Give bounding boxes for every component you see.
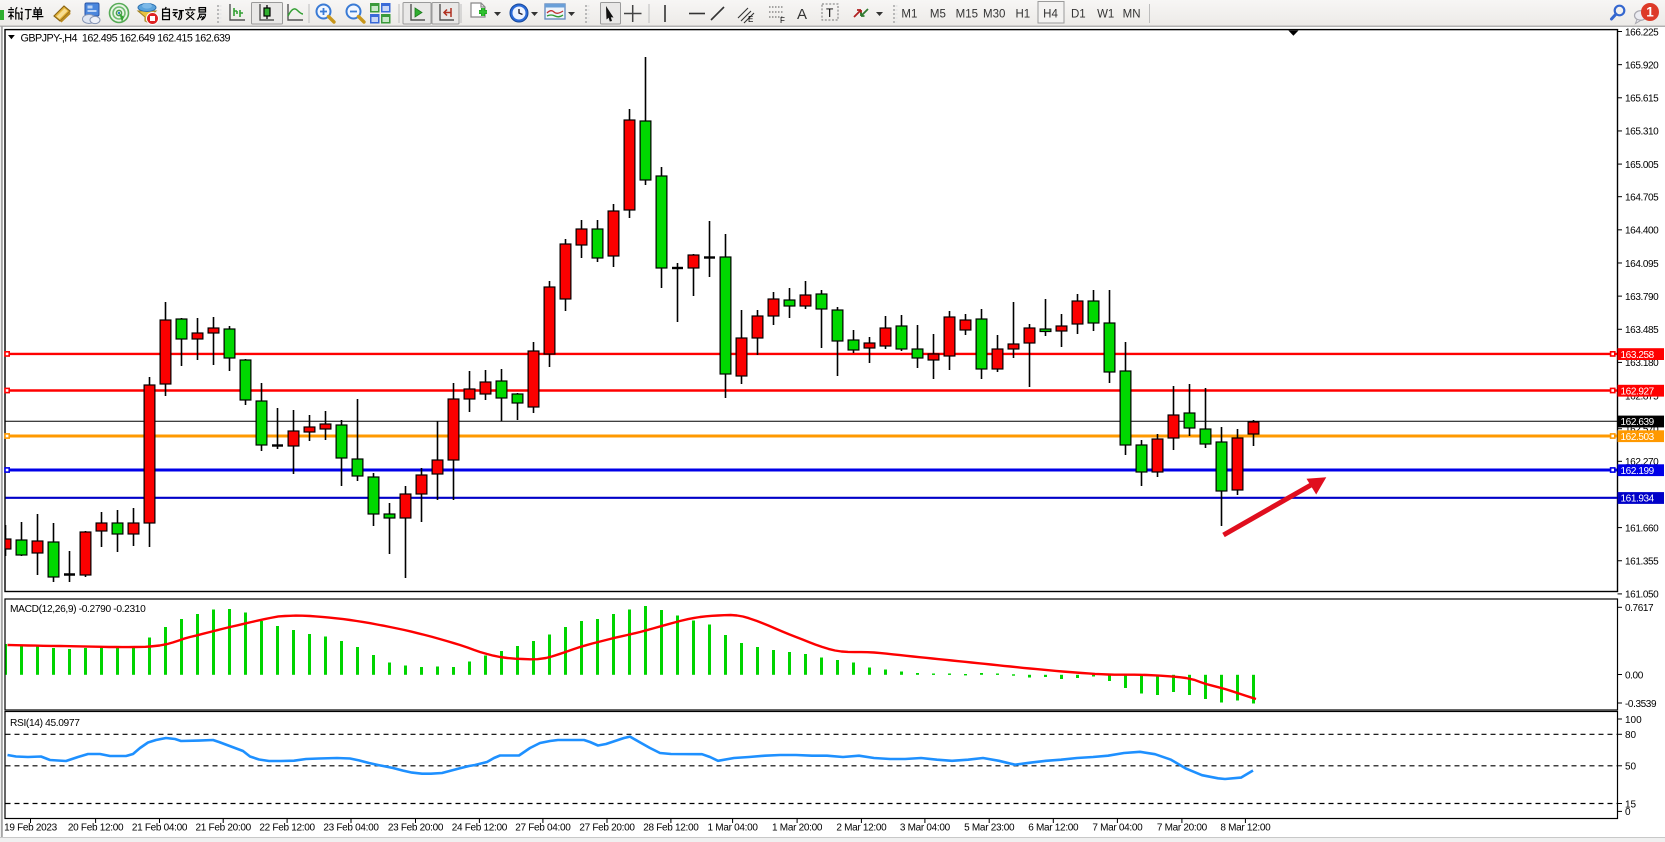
svg-text:3 Mar 04:00: 3 Mar 04:00 — [900, 823, 951, 834]
svg-text:RSI(14) 45.0977: RSI(14) 45.0977 — [10, 718, 80, 729]
svg-text:80: 80 — [1625, 730, 1637, 741]
svg-text:27 Feb 20:00: 27 Feb 20:00 — [579, 823, 635, 834]
svg-text:50: 50 — [1625, 762, 1637, 773]
svg-text:100: 100 — [1625, 715, 1642, 726]
svg-text:162.927: 162.927 — [1621, 386, 1655, 397]
svg-text:8 Mar 12:00: 8 Mar 12:00 — [1220, 823, 1271, 834]
svg-text:19 Feb 2023: 19 Feb 2023 — [4, 823, 58, 834]
svg-text:162.570: 162.570 — [1625, 425, 1659, 436]
svg-text:0.00: 0.00 — [1625, 670, 1644, 681]
svg-text:162.503: 162.503 — [1621, 432, 1655, 443]
svg-text:M5: M5 — [930, 9, 946, 21]
svg-text:163.485: 163.485 — [1625, 325, 1659, 336]
svg-text:163.790: 163.790 — [1625, 292, 1659, 303]
svg-text:A: A — [797, 6, 807, 23]
svg-text:161.355: 161.355 — [1625, 557, 1659, 568]
svg-text:164.095: 164.095 — [1625, 259, 1659, 270]
svg-text:1 Mar 04:00: 1 Mar 04:00 — [708, 823, 759, 834]
svg-text:F: F — [780, 16, 785, 25]
svg-text:165.005: 165.005 — [1625, 160, 1659, 171]
svg-text:164.400: 164.400 — [1625, 226, 1659, 237]
svg-text:M15: M15 — [956, 9, 978, 21]
svg-text:27 Feb 04:00: 27 Feb 04:00 — [515, 823, 571, 834]
svg-text:W1: W1 — [1097, 9, 1114, 21]
svg-text:M30: M30 — [983, 9, 1005, 21]
svg-text:MACD(12,26,9) -0.2790 -0.2310: MACD(12,26,9) -0.2790 -0.2310 — [10, 604, 146, 615]
svg-text:GBPJPY-,H4 162.495 162.649 16: GBPJPY-,H4 162.495 162.649 162.415 162.6… — [21, 33, 231, 45]
svg-text:0.7617: 0.7617 — [1625, 603, 1654, 614]
svg-text:165.310: 165.310 — [1625, 127, 1659, 138]
svg-text:1 Mar 20:00: 1 Mar 20:00 — [772, 823, 823, 834]
svg-text:164.705: 164.705 — [1625, 192, 1659, 203]
svg-text:162.875: 162.875 — [1625, 391, 1659, 402]
svg-text:MN: MN — [1123, 9, 1141, 21]
svg-text:1: 1 — [1646, 5, 1654, 20]
svg-text:23 Feb 04:00: 23 Feb 04:00 — [323, 823, 379, 834]
svg-text:161.934: 161.934 — [1621, 494, 1655, 505]
svg-text:H4: H4 — [1043, 9, 1058, 21]
svg-text:162.270: 162.270 — [1625, 457, 1659, 468]
svg-text:163.258: 163.258 — [1621, 350, 1655, 361]
svg-text:165.920: 165.920 — [1625, 60, 1659, 71]
svg-text:E: E — [748, 15, 753, 24]
svg-text:162.199: 162.199 — [1621, 466, 1655, 477]
svg-text:21 Feb 20:00: 21 Feb 20:00 — [196, 823, 252, 834]
svg-text:21 Feb 04:00: 21 Feb 04:00 — [132, 823, 188, 834]
svg-text:24 Feb 12:00: 24 Feb 12:00 — [452, 823, 508, 834]
svg-text:6 Mar 12:00: 6 Mar 12:00 — [1028, 823, 1079, 834]
svg-text:163.180: 163.180 — [1625, 358, 1659, 369]
svg-text:165.615: 165.615 — [1625, 94, 1659, 105]
svg-text:-0.3539: -0.3539 — [1625, 699, 1657, 710]
svg-text:5 Mar 23:00: 5 Mar 23:00 — [964, 823, 1015, 834]
svg-text:15: 15 — [1625, 799, 1637, 810]
svg-text:162.639: 162.639 — [1621, 417, 1655, 428]
svg-text:T: T — [826, 6, 834, 20]
svg-text:D1: D1 — [1071, 9, 1086, 21]
svg-text:22 Feb 12:00: 22 Feb 12:00 — [259, 823, 315, 834]
svg-text:0: 0 — [1625, 807, 1631, 818]
svg-text:161.660: 161.660 — [1625, 523, 1659, 534]
svg-text:7 Mar 04:00: 7 Mar 04:00 — [1092, 823, 1143, 834]
svg-text:23 Feb 20:00: 23 Feb 20:00 — [388, 823, 444, 834]
svg-text:7 Mar 20:00: 7 Mar 20:00 — [1157, 823, 1208, 834]
svg-text:M1: M1 — [901, 9, 917, 21]
svg-text:20 Feb 12:00: 20 Feb 12:00 — [68, 823, 124, 834]
svg-text:2 Mar 12:00: 2 Mar 12:00 — [836, 823, 887, 834]
svg-text:H1: H1 — [1015, 9, 1030, 21]
svg-text:166.225: 166.225 — [1625, 27, 1659, 38]
svg-text:161.050: 161.050 — [1625, 590, 1659, 601]
svg-text:28 Feb 12:00: 28 Feb 12:00 — [643, 823, 699, 834]
